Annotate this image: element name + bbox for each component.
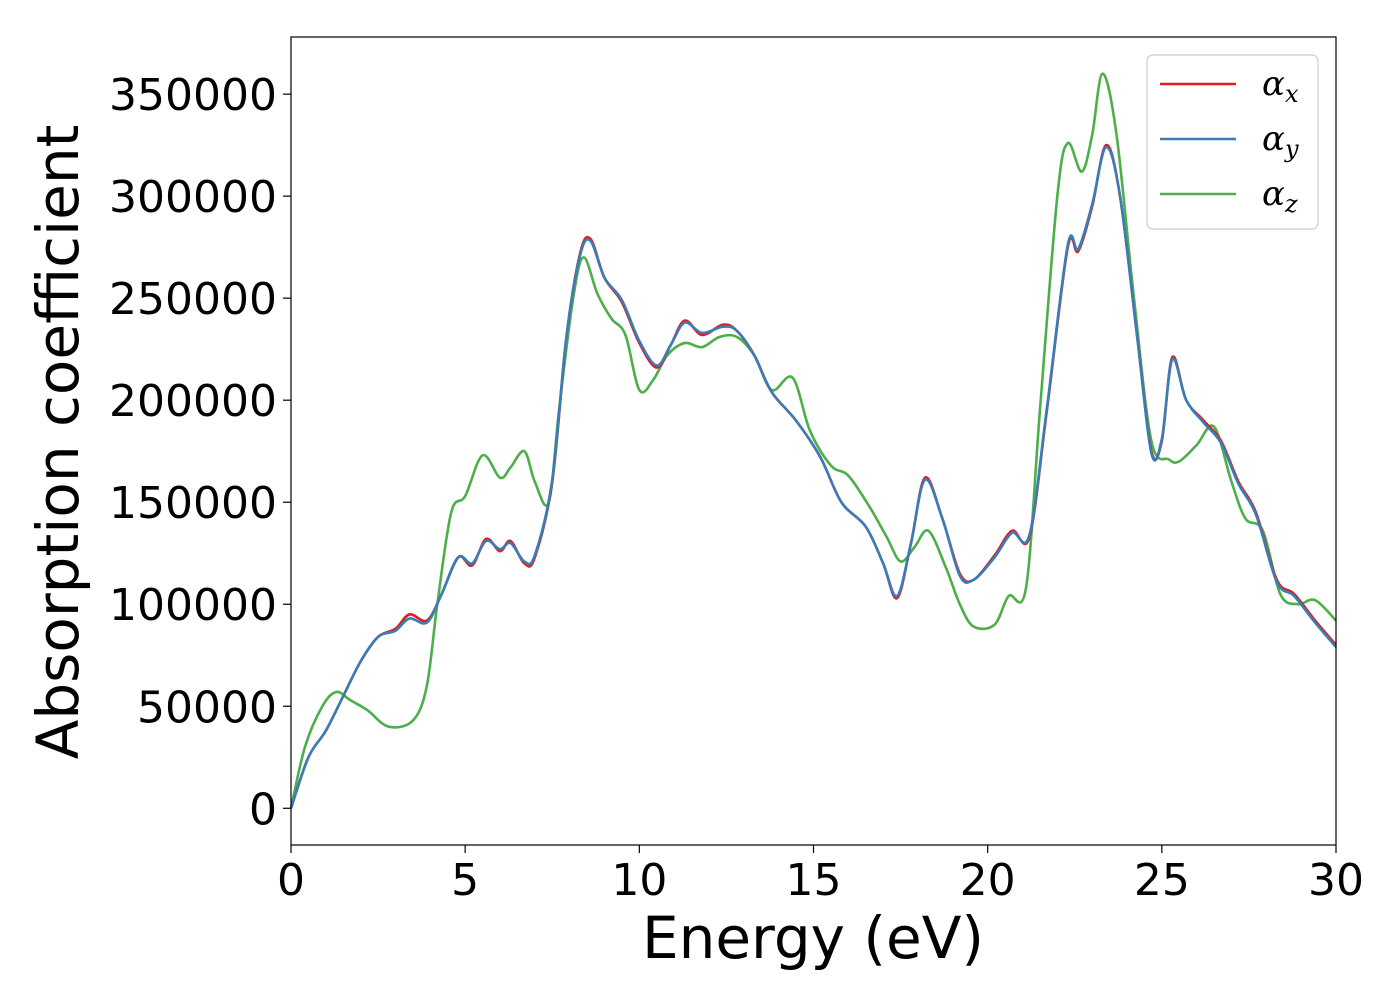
legend-label-x: αx — [1262, 64, 1299, 108]
x-tick-label: 25 — [1134, 855, 1190, 906]
x-tick-label: 20 — [960, 855, 1016, 906]
x-tick-label: 15 — [786, 855, 842, 906]
plot-frame — [290, 36, 1337, 846]
y-tick-label: 200000 — [109, 376, 277, 427]
series-y — [289, 145, 1337, 809]
legend-label-base: α — [1262, 119, 1285, 159]
legend-label-subscript: x — [1285, 80, 1299, 108]
series-x — [289, 143, 1337, 809]
y-tick-label: 150000 — [109, 478, 277, 529]
y-tick-label: 0 — [249, 784, 277, 835]
x-tick-label: 30 — [1308, 855, 1364, 906]
y-tick-label: 350000 — [109, 70, 277, 121]
legend-label-y: αy — [1262, 119, 1299, 163]
x-axis-title: Energy (eV) — [642, 904, 984, 972]
legend-label-subscript: z — [1284, 190, 1298, 218]
y-tick-label: 300000 — [109, 172, 277, 223]
x-tick-label: 5 — [451, 855, 479, 906]
y-axis-title: Absorption coefficient — [24, 125, 92, 760]
series-line-x — [289, 143, 1337, 809]
axis-ticks: 0 5 10 15 20 25 30 0 50000 100000 150000 200000 2500… — [109, 70, 1364, 906]
legend-box — [1146, 54, 1319, 230]
series-line-y — [289, 145, 1337, 809]
x-tick-label: 10 — [611, 855, 667, 906]
x-tick-label: 0 — [277, 855, 305, 906]
legend-label-base: α — [1262, 174, 1285, 214]
legend-label-base: α — [1262, 64, 1285, 104]
legend-label-subscript: y — [1284, 135, 1299, 163]
y-tick-label: 250000 — [109, 274, 277, 325]
series-lines — [289, 72, 1337, 809]
y-tick-label: 50000 — [137, 682, 277, 733]
legend-label-z: αz — [1262, 174, 1298, 218]
y-tick-label: 100000 — [109, 580, 277, 631]
